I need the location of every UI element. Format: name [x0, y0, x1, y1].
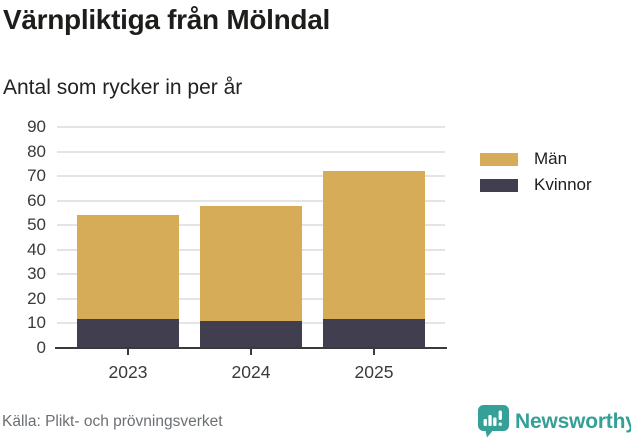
- x-tick: [373, 349, 375, 355]
- bar-2023-kvinnor: [77, 318, 179, 348]
- gridline-80: [57, 150, 445, 153]
- y-tick-label: 60: [27, 190, 46, 210]
- source-note: Källa: Plikt- och prövningsverket: [2, 413, 223, 430]
- legend-item-män: Män: [480, 146, 592, 172]
- chart-title: Värnpliktiga från Mölndal: [3, 4, 330, 35]
- newsworthy-speech-bubble-chart-icon: [478, 405, 509, 438]
- legend-label: Kvinnor: [534, 175, 592, 194]
- x-tick: [127, 349, 129, 355]
- y-tick-label: 20: [27, 288, 46, 308]
- y-tick-label: 90: [27, 117, 46, 136]
- x-axis-line: [55, 347, 447, 349]
- bar-2023-män: [77, 215, 179, 319]
- chart-subtitle: Antal som rycker in per år: [3, 76, 243, 99]
- brand-logo: Newsworthy: [478, 405, 631, 438]
- x-tick-label: 2023: [108, 362, 148, 382]
- legend-swatch: [480, 178, 518, 192]
- bar-2024-kvinnor: [200, 320, 302, 348]
- gridline-70: [57, 175, 445, 178]
- y-tick-label: 10: [27, 313, 46, 333]
- bar-2025-kvinnor: [323, 318, 425, 348]
- legend-item-kvinnor: Kvinnor: [480, 172, 592, 198]
- brand-name: Newsworthy: [515, 410, 631, 433]
- y-tick-label: 30: [27, 264, 46, 284]
- x-tick-label: 2024: [231, 362, 271, 382]
- y-tick-label: 0: [36, 338, 46, 357]
- y-tick-label: 80: [27, 141, 46, 161]
- bar-2025-män: [323, 171, 425, 319]
- y-tick-label: 70: [27, 166, 46, 186]
- gridline-60: [57, 199, 445, 202]
- x-tick: [250, 349, 252, 355]
- y-tick-label: 40: [27, 239, 46, 259]
- x-tick-label: 2025: [354, 362, 394, 382]
- legend-swatch: [480, 152, 518, 166]
- legend-label: Män: [534, 149, 568, 168]
- legend: Män Kvinnor: [480, 146, 592, 198]
- bar-2024-män: [200, 205, 302, 321]
- y-tick-label: 50: [27, 215, 46, 235]
- gridline-90: [57, 126, 445, 128]
